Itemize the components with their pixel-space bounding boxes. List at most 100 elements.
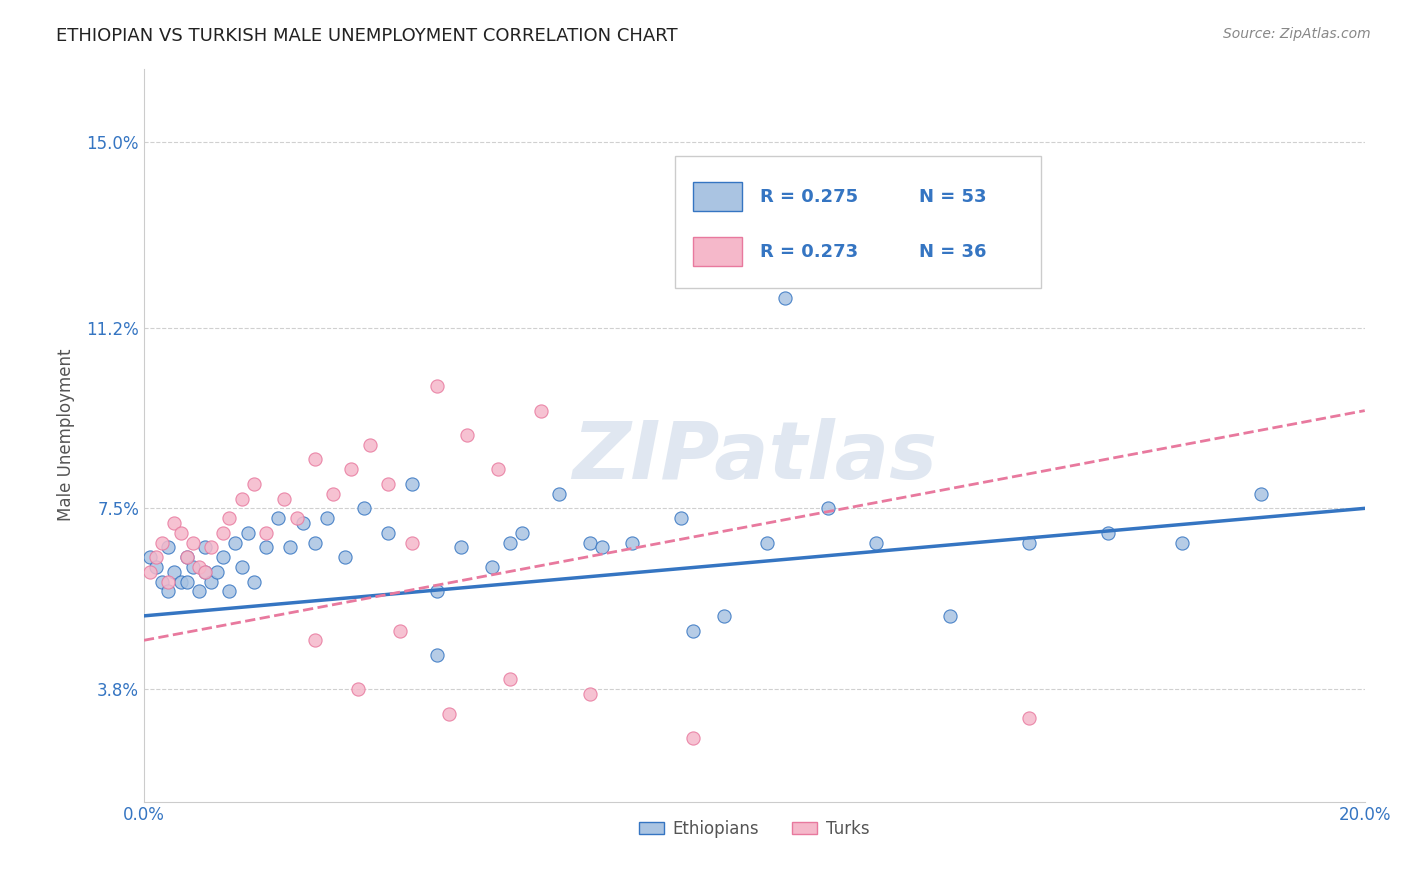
Point xyxy=(450,541,472,555)
Point xyxy=(548,486,571,500)
Point xyxy=(194,565,217,579)
Text: R = 0.273: R = 0.273 xyxy=(761,243,859,260)
Point xyxy=(176,550,198,565)
Point xyxy=(242,574,264,589)
Point xyxy=(578,535,600,549)
Point xyxy=(1250,486,1272,500)
Point xyxy=(682,731,704,745)
Point xyxy=(1018,711,1040,725)
Point xyxy=(304,633,326,648)
Point xyxy=(212,525,235,540)
Point xyxy=(359,438,381,452)
Point xyxy=(486,462,509,476)
Point xyxy=(169,574,191,589)
Point xyxy=(530,403,553,417)
Point xyxy=(578,687,600,701)
Point xyxy=(291,516,314,530)
Point xyxy=(499,535,522,549)
Point xyxy=(304,452,326,467)
Point xyxy=(280,541,302,555)
Text: N = 36: N = 36 xyxy=(920,243,987,260)
Point xyxy=(426,379,449,393)
Point xyxy=(163,565,186,579)
Point xyxy=(316,511,339,525)
Point xyxy=(194,541,217,555)
Point xyxy=(621,535,644,549)
Point xyxy=(938,608,960,623)
Point xyxy=(150,535,173,549)
Point xyxy=(1170,535,1192,549)
Point xyxy=(865,535,887,549)
Point xyxy=(242,477,264,491)
Point xyxy=(218,584,240,599)
Point xyxy=(773,291,796,305)
Point xyxy=(163,516,186,530)
Point xyxy=(231,560,253,574)
Point xyxy=(187,584,209,599)
Point xyxy=(231,491,253,506)
Point xyxy=(224,535,246,549)
Point xyxy=(181,535,204,549)
Point xyxy=(169,525,191,540)
Point xyxy=(285,511,308,525)
Point xyxy=(212,550,235,565)
Point xyxy=(273,491,295,506)
Point xyxy=(377,525,399,540)
Y-axis label: Male Unemployment: Male Unemployment xyxy=(58,349,75,521)
Point xyxy=(304,535,326,549)
Text: ETHIOPIAN VS TURKISH MALE UNEMPLOYMENT CORRELATION CHART: ETHIOPIAN VS TURKISH MALE UNEMPLOYMENT C… xyxy=(56,27,678,45)
Point xyxy=(340,462,363,476)
Point xyxy=(426,648,449,662)
Point xyxy=(194,565,217,579)
Point xyxy=(157,541,180,555)
Point xyxy=(236,525,259,540)
Point xyxy=(139,550,162,565)
Point xyxy=(267,511,290,525)
Point xyxy=(145,550,167,565)
Point xyxy=(377,477,399,491)
Point xyxy=(817,501,839,516)
Point xyxy=(401,477,423,491)
Point xyxy=(254,541,277,555)
Point xyxy=(205,565,228,579)
Point xyxy=(389,624,412,638)
Point xyxy=(176,550,198,565)
Text: Source: ZipAtlas.com: Source: ZipAtlas.com xyxy=(1223,27,1371,41)
Point xyxy=(591,541,613,555)
Point xyxy=(145,560,167,574)
Point xyxy=(499,673,522,687)
Point xyxy=(176,574,198,589)
Point xyxy=(200,541,222,555)
Point xyxy=(512,525,534,540)
FancyBboxPatch shape xyxy=(693,182,742,211)
Text: N = 53: N = 53 xyxy=(920,188,987,206)
Point xyxy=(187,560,209,574)
Text: ZIPatlas: ZIPatlas xyxy=(572,418,936,496)
Point xyxy=(353,501,375,516)
Point xyxy=(755,535,778,549)
Point xyxy=(346,682,368,697)
Point xyxy=(401,535,423,549)
Point xyxy=(669,511,692,525)
FancyBboxPatch shape xyxy=(693,237,742,267)
Point xyxy=(322,486,344,500)
Legend: Ethiopians, Turks: Ethiopians, Turks xyxy=(633,814,876,845)
Point xyxy=(426,584,449,599)
Point xyxy=(157,574,180,589)
Point xyxy=(1018,535,1040,549)
Point xyxy=(150,574,173,589)
Point xyxy=(1097,525,1119,540)
Text: R = 0.275: R = 0.275 xyxy=(761,188,859,206)
Point xyxy=(713,608,735,623)
Point xyxy=(254,525,277,540)
Point xyxy=(200,574,222,589)
Point xyxy=(181,560,204,574)
FancyBboxPatch shape xyxy=(675,156,1042,288)
Point xyxy=(481,560,503,574)
Point xyxy=(335,550,357,565)
Point xyxy=(157,584,180,599)
Point xyxy=(682,624,704,638)
Point xyxy=(456,428,478,442)
Point xyxy=(218,511,240,525)
Point xyxy=(437,706,460,721)
